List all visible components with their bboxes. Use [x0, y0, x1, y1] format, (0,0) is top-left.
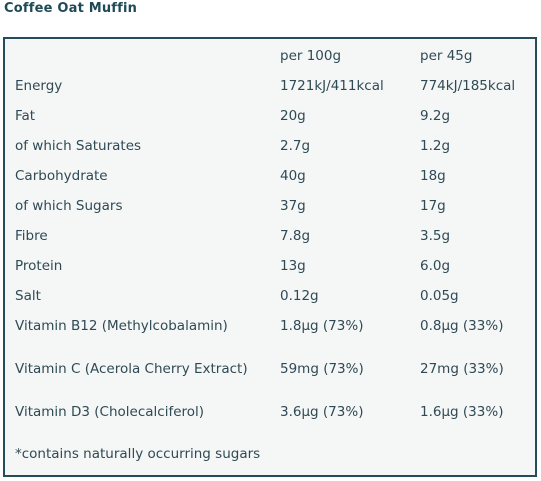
nutrient-name: Carbohydrate	[15, 168, 108, 184]
table-row: Energy 1721kJ/411kcal 774kJ/185kcal	[5, 71, 535, 101]
per-100g-value: 2.7g	[280, 138, 311, 154]
per-serving-value: 0.05g	[420, 288, 459, 304]
table-row: *contains naturally occurring sugars	[5, 427, 535, 481]
nutrient-name: Fibre	[15, 228, 48, 244]
per-serving-value: 1.2g	[420, 138, 451, 154]
header-row: per 100g per 45g	[5, 41, 535, 71]
per-serving-value: 774kJ/185kcal	[420, 78, 516, 94]
table-row: of which Saturates 2.7g 1.2g	[5, 131, 535, 161]
table-row: Fat 20g 9.2g	[5, 101, 535, 131]
footnote: *contains naturally occurring sugars	[15, 446, 261, 462]
nutrition-table: per 100g per 45g Energy 1721kJ/411kcal 7…	[5, 41, 535, 481]
nutrient-name: Energy	[15, 78, 63, 94]
per-100g-value: 1.8µg (73%)	[280, 318, 364, 334]
per-serving-value: 17g	[420, 198, 446, 214]
per-serving-value: 0.8µg (33%)	[420, 318, 504, 334]
per-serving-value: 9.2g	[420, 108, 451, 124]
per-100g-value: 37g	[280, 198, 306, 214]
nutrient-name: of which Sugars	[15, 198, 123, 214]
table-row: Carbohydrate 40g 18g	[5, 161, 535, 191]
nutrient-name: of which Saturates	[15, 138, 142, 154]
per-100g-value: 59mg (73%)	[280, 361, 364, 377]
per-100g-value	[277, 427, 413, 481]
per-100g-value: 0.12g	[280, 288, 319, 304]
per-serving-value: 18g	[420, 168, 446, 184]
page-title: Coffee Oat Muffin	[4, 1, 138, 16]
column-header-nutrient	[5, 41, 277, 71]
per-100g-value: 40g	[280, 168, 306, 184]
nutrient-name: Fat	[15, 108, 36, 124]
table-row: Vitamin D3 (Cholecalciferol) 3.6µg (73%)…	[5, 397, 535, 427]
nutrient-name: Vitamin C (Acerola Cherry Extract)	[15, 361, 248, 377]
table-row: Vitamin B12 (Methylcobalamin) 1.8µg (73%…	[5, 311, 535, 341]
per-100g-value: 3.6µg (73%)	[280, 404, 364, 420]
table-row: Vitamin C (Acerola Cherry Extract) 59mg …	[5, 341, 535, 397]
per-serving-value: 27mg (33%)	[420, 361, 504, 377]
nutrition-panel: per 100g per 45g Energy 1721kJ/411kcal 7…	[3, 37, 537, 477]
per-serving-value: 6.0g	[420, 258, 451, 274]
nutrient-name: Vitamin D3 (Cholecalciferol)	[15, 404, 205, 420]
column-header-per-serving: per 45g	[420, 48, 473, 64]
nutrient-name: Vitamin B12 (Methylcobalamin)	[15, 318, 228, 334]
nutrient-name: Salt	[15, 288, 41, 304]
per-100g-value: 20g	[280, 108, 306, 124]
table-row: of which Sugars 37g 17g	[5, 191, 535, 221]
table-row: Protein 13g 6.0g	[5, 251, 535, 281]
table-row: Salt 0.12g 0.05g	[5, 281, 535, 311]
nutrient-name: Protein	[15, 258, 63, 274]
column-header-per-100g: per 100g	[280, 48, 342, 64]
per-serving-value: 3.5g	[420, 228, 451, 244]
table-row: Fibre 7.8g 3.5g	[5, 221, 535, 251]
per-100g-value: 13g	[280, 258, 306, 274]
per-100g-value: 1721kJ/411kcal	[280, 78, 384, 94]
per-serving-value: 1.6µg (33%)	[420, 404, 504, 420]
per-serving-value	[413, 427, 535, 481]
per-100g-value: 7.8g	[280, 228, 311, 244]
